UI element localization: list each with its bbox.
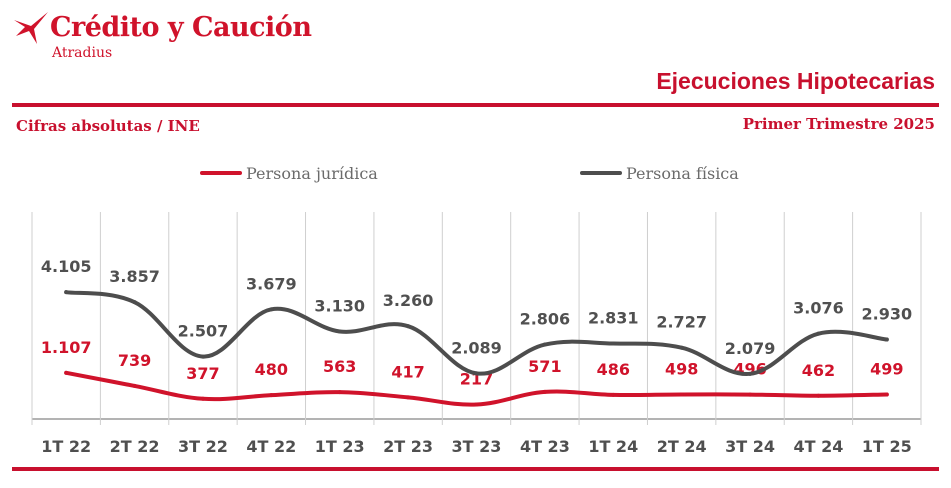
data-label-fisica: 3.857 bbox=[109, 267, 160, 286]
data-point-juridica bbox=[816, 393, 821, 398]
brand-name: Crédito y Caución bbox=[50, 12, 312, 43]
legend-swatch-fisica bbox=[580, 171, 622, 175]
data-label-juridica: 462 bbox=[802, 361, 835, 380]
bird-logo-icon bbox=[14, 12, 48, 44]
data-point-fisica bbox=[200, 354, 205, 359]
x-tick-label: 3T 22 bbox=[178, 437, 228, 456]
data-label-juridica: 571 bbox=[528, 357, 561, 376]
data-point-juridica bbox=[884, 392, 889, 397]
data-point-fisica bbox=[406, 324, 411, 329]
brand-logo: Crédito y Caución Atradius bbox=[12, 8, 332, 66]
data-point-juridica bbox=[406, 395, 411, 400]
data-point-juridica bbox=[748, 392, 753, 397]
x-tick-label: 2T 23 bbox=[383, 437, 433, 456]
data-label-juridica: 563 bbox=[323, 357, 356, 376]
data-point-fisica bbox=[816, 331, 821, 336]
legend-item-fisica: Persona física bbox=[580, 160, 739, 186]
legend-item-juridica: Persona jurídica bbox=[200, 160, 378, 186]
data-label-fisica: 3.076 bbox=[793, 299, 844, 318]
data-label-fisica: 4.105 bbox=[41, 257, 92, 276]
legend-label-fisica: Persona física bbox=[626, 163, 739, 183]
bottom-divider bbox=[12, 467, 939, 471]
data-label-juridica: 417 bbox=[391, 362, 424, 381]
data-point-fisica bbox=[132, 300, 137, 305]
data-point-fisica bbox=[884, 337, 889, 342]
x-tick-label: 4T 23 bbox=[520, 437, 570, 456]
chart-period: Primer Trimestre 2025 bbox=[742, 115, 935, 133]
data-point-juridica bbox=[679, 392, 684, 397]
data-point-juridica bbox=[64, 370, 69, 375]
x-tick-label: 1T 25 bbox=[862, 437, 912, 456]
data-point-fisica bbox=[64, 290, 69, 295]
x-tick-label: 2T 22 bbox=[110, 437, 160, 456]
x-tick-label: 1T 24 bbox=[588, 437, 638, 456]
chart-subtitle: Cifras absolutas / INE bbox=[16, 117, 200, 135]
data-point-fisica bbox=[748, 371, 753, 376]
data-point-fisica bbox=[611, 341, 616, 346]
legend-swatch-juridica bbox=[200, 171, 242, 175]
data-label-juridica: 377 bbox=[186, 364, 219, 383]
data-point-juridica bbox=[132, 383, 137, 388]
x-tick-label: 3T 24 bbox=[725, 437, 775, 456]
data-label-fisica: 3.260 bbox=[383, 291, 434, 310]
data-label-fisica: 2.930 bbox=[862, 305, 913, 324]
data-label-fisica: 2.727 bbox=[656, 313, 707, 332]
data-label-juridica: 480 bbox=[255, 360, 288, 379]
data-point-juridica bbox=[611, 392, 616, 397]
brand-subname: Atradius bbox=[52, 45, 113, 61]
legend-label-juridica: Persona jurídica bbox=[246, 163, 378, 183]
data-label-fisica: 2.507 bbox=[178, 322, 229, 341]
data-label-juridica: 498 bbox=[665, 359, 698, 378]
data-label-fisica: 2.831 bbox=[588, 309, 639, 328]
data-label-juridica: 1.107 bbox=[41, 338, 92, 357]
data-label-fisica: 2.079 bbox=[725, 339, 776, 358]
data-label-fisica: 2.806 bbox=[520, 310, 571, 329]
x-tick-label: 4T 22 bbox=[246, 437, 296, 456]
data-point-fisica bbox=[542, 342, 547, 347]
data-point-juridica bbox=[474, 402, 479, 407]
x-tick-label: 2T 24 bbox=[657, 437, 707, 456]
data-label-juridica: 499 bbox=[870, 359, 903, 378]
data-point-fisica bbox=[474, 371, 479, 376]
x-tick-label: 4T 24 bbox=[793, 437, 843, 456]
data-label-fisica: 2.089 bbox=[451, 338, 502, 357]
x-tick-label: 1T 23 bbox=[315, 437, 365, 456]
chart-title: Ejecuciones Hipotecarias bbox=[656, 68, 935, 94]
data-point-fisica bbox=[679, 345, 684, 350]
data-point-juridica bbox=[200, 396, 205, 401]
top-divider bbox=[12, 103, 939, 107]
data-point-juridica bbox=[269, 393, 274, 398]
x-tick-label: 3T 23 bbox=[452, 437, 502, 456]
data-label-fisica: 3.679 bbox=[246, 274, 297, 293]
data-point-juridica bbox=[542, 389, 547, 394]
data-label-juridica: 486 bbox=[597, 360, 630, 379]
x-tick-label: 1T 22 bbox=[41, 437, 91, 456]
data-point-fisica bbox=[269, 307, 274, 312]
data-point-juridica bbox=[337, 390, 342, 395]
data-label-fisica: 3.130 bbox=[314, 296, 365, 315]
data-label-juridica: 739 bbox=[118, 351, 151, 370]
data-point-fisica bbox=[337, 329, 342, 334]
